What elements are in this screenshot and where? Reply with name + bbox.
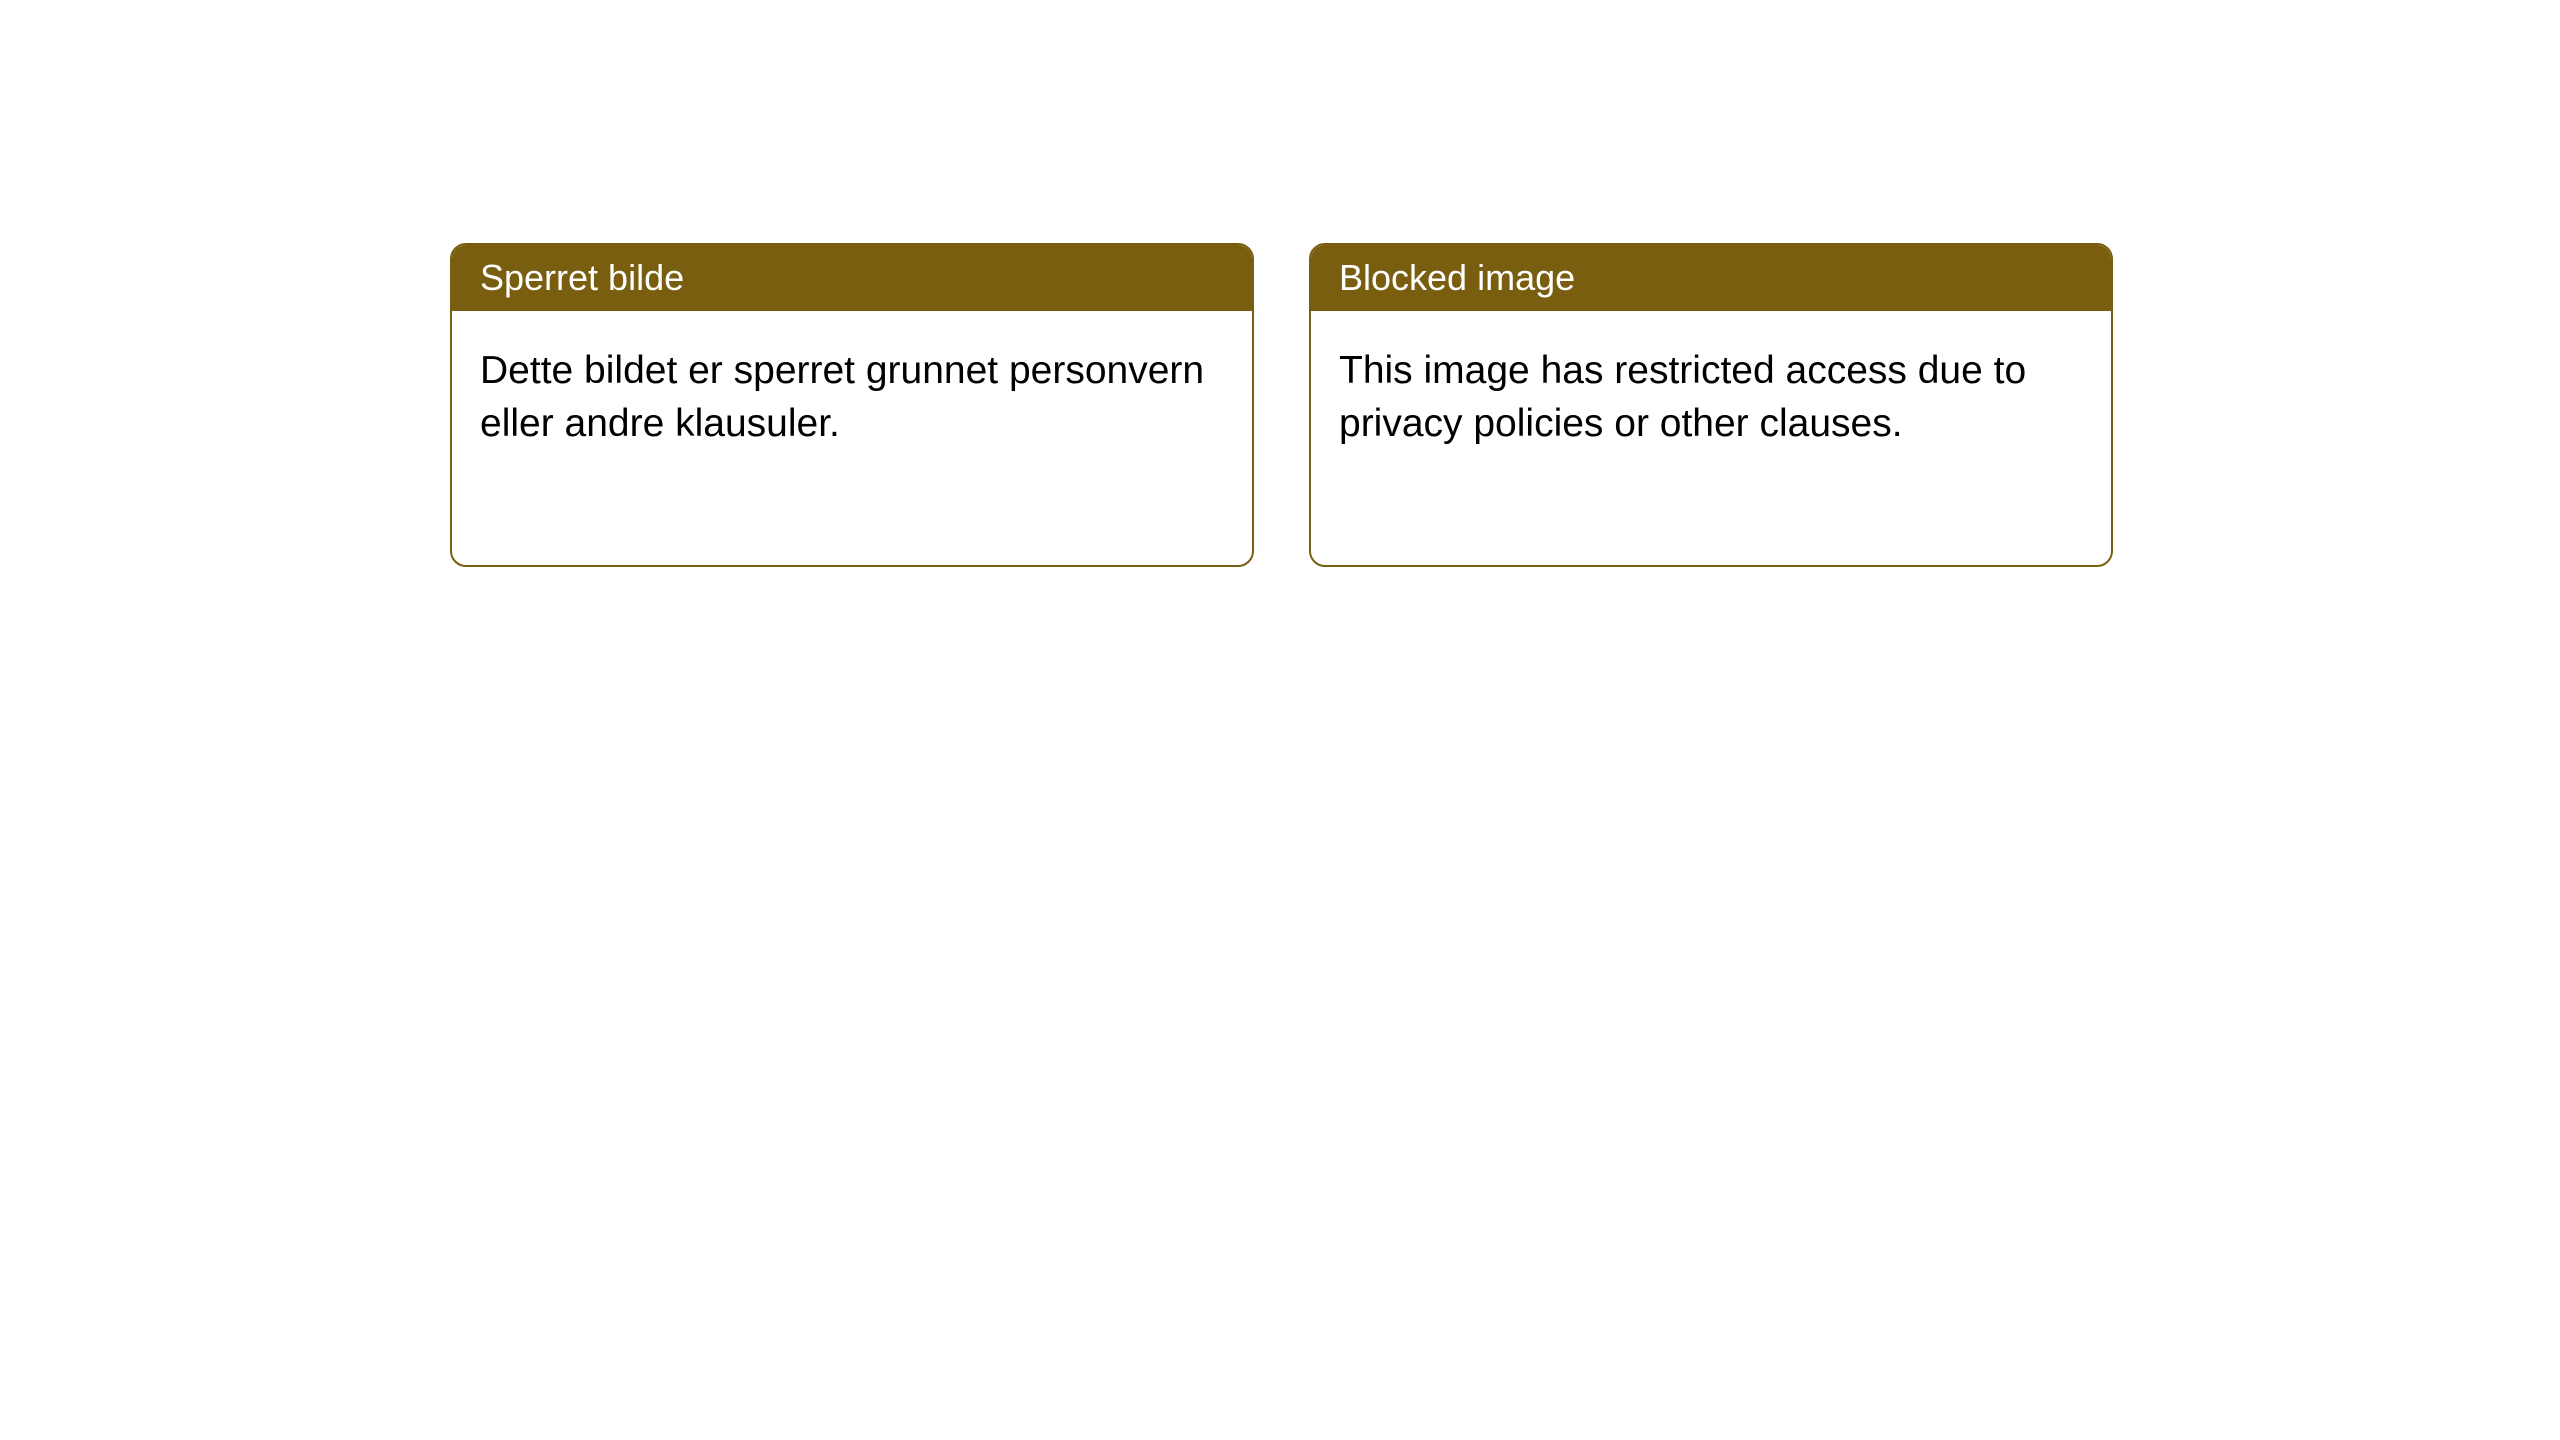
notice-card-norwegian: Sperret bilde Dette bildet er sperret gr… bbox=[450, 243, 1254, 567]
card-body-text: This image has restricted access due to … bbox=[1311, 311, 2111, 565]
notice-container: Sperret bilde Dette bildet er sperret gr… bbox=[0, 0, 2560, 567]
card-header-title: Sperret bilde bbox=[452, 245, 1252, 311]
notice-card-english: Blocked image This image has restricted … bbox=[1309, 243, 2113, 567]
card-body-text: Dette bildet er sperret grunnet personve… bbox=[452, 311, 1252, 565]
card-header-title: Blocked image bbox=[1311, 245, 2111, 311]
